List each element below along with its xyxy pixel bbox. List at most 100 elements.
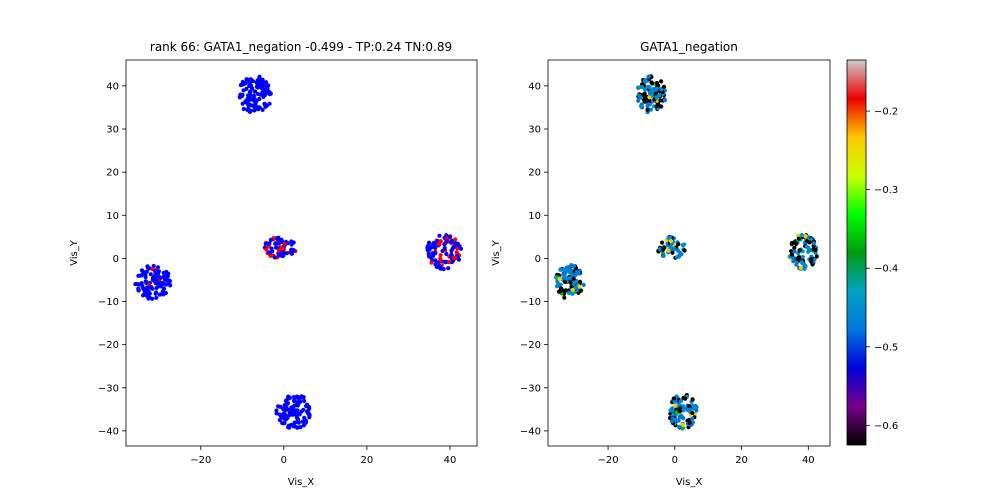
y-tick-label: 0 (113, 254, 119, 265)
data-point (654, 104, 659, 109)
data-point (799, 233, 805, 238)
data-point (263, 104, 268, 109)
data-point (680, 425, 686, 430)
y-tick-label: 30 (106, 125, 119, 136)
data-point (444, 251, 449, 257)
y-tick-label: −20 (520, 340, 541, 351)
data-point (143, 271, 148, 276)
data-point (807, 240, 812, 245)
data-point (276, 248, 282, 253)
data-point (563, 270, 568, 275)
data-point (572, 280, 578, 285)
data-point (687, 421, 692, 426)
y-tick-label: 40 (528, 81, 541, 92)
data-point (642, 99, 647, 104)
data-point (456, 257, 462, 262)
data-point (138, 273, 143, 278)
data-point (252, 96, 257, 101)
data-point (446, 266, 451, 271)
right-x-axis-label: Vis_X (676, 477, 703, 488)
data-point (146, 265, 151, 271)
data-point (654, 86, 659, 91)
data-point (789, 240, 795, 246)
data-point (302, 398, 307, 404)
left-axes: −20 0 20 40 −40 −30 −20 −10 0 10 20 30 40 (98, 81, 456, 466)
data-point (266, 83, 271, 88)
colorbar-ticks: −0.6 −0.5 −0.4 −0.3 −0.2 (866, 107, 898, 432)
data-point (274, 245, 279, 250)
data-point (814, 254, 819, 259)
data-point (133, 282, 138, 287)
data-point (260, 82, 265, 87)
data-point (148, 272, 153, 277)
data-point (646, 74, 651, 79)
x-tick-label: 20 (735, 455, 748, 466)
data-point (306, 411, 311, 416)
data-point (160, 290, 165, 295)
data-point (284, 414, 289, 419)
data-point (556, 289, 562, 294)
y-tick-label: 0 (535, 254, 541, 265)
data-point (671, 396, 677, 401)
data-point (248, 92, 253, 97)
data-point (562, 279, 568, 284)
data-point (280, 420, 285, 426)
data-point (578, 279, 583, 284)
data-point (813, 247, 818, 252)
data-point (256, 83, 261, 88)
data-point (792, 245, 797, 251)
x-tick-label: −20 (598, 455, 619, 466)
data-point (253, 100, 258, 105)
data-point (668, 408, 673, 413)
data-point (668, 238, 674, 244)
data-point (809, 259, 814, 264)
data-point (304, 403, 309, 409)
data-point (241, 106, 246, 112)
data-point (673, 417, 678, 422)
data-point (647, 95, 652, 100)
data-point (154, 295, 159, 300)
data-point (793, 241, 799, 246)
data-point (804, 244, 809, 249)
data-point (662, 98, 668, 103)
data-point (247, 97, 252, 102)
data-point (240, 101, 245, 106)
data-point (268, 253, 273, 258)
right-points (553, 74, 819, 431)
data-point (676, 242, 681, 247)
right-y-axis-label: Vis_Y (491, 239, 502, 266)
data-point (657, 93, 662, 98)
data-point (564, 276, 569, 281)
data-point (164, 269, 169, 275)
data-point (156, 269, 161, 274)
data-point (680, 422, 685, 427)
data-point (289, 251, 294, 256)
data-point (642, 91, 647, 96)
data-point (438, 253, 443, 258)
data-point (440, 248, 445, 254)
data-point (437, 233, 442, 238)
data-point (268, 237, 273, 242)
data-point (454, 250, 459, 255)
data-point (296, 420, 301, 425)
data-point (645, 107, 650, 112)
data-point (301, 423, 306, 428)
data-point (791, 259, 796, 264)
left-x-axis-label: Vis_X (288, 477, 315, 488)
y-tick-label: 40 (106, 81, 119, 92)
data-point (261, 94, 266, 99)
y-tick-label: 30 (528, 125, 541, 136)
left-plot-frame (125, 59, 478, 447)
data-point (281, 253, 286, 258)
data-point (248, 77, 253, 82)
data-point (248, 83, 254, 88)
colorbar-tick-label: −0.2 (874, 107, 898, 118)
data-point (160, 280, 165, 285)
data-point (260, 107, 265, 112)
data-point (796, 236, 801, 241)
data-point (283, 398, 289, 403)
x-tick-label: 0 (281, 455, 287, 466)
data-point (675, 248, 681, 253)
data-point (158, 275, 163, 280)
data-point (690, 416, 695, 421)
